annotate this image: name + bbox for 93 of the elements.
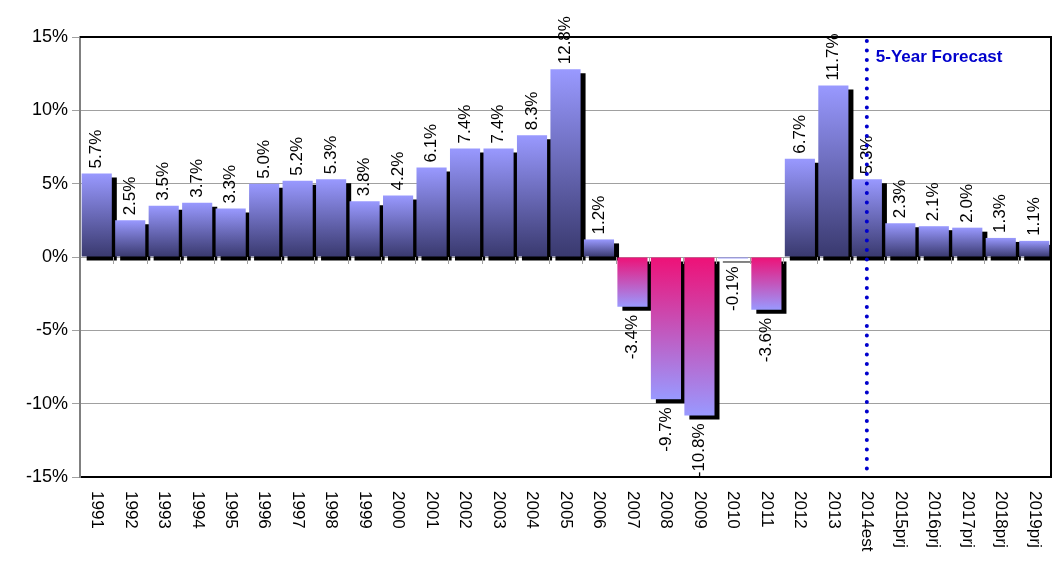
data-label: 2.5% xyxy=(119,176,139,216)
x-tick-label: 2018prj xyxy=(992,491,1012,548)
data-label: 3.5% xyxy=(153,161,173,201)
data-label: 7.4% xyxy=(488,104,508,144)
x-tick-label: 1995 xyxy=(221,491,241,529)
data-label: 4.2% xyxy=(387,151,407,191)
bar xyxy=(316,179,347,257)
x-tick-label: 2006 xyxy=(590,491,610,529)
y-tick-label: 15% xyxy=(31,25,68,46)
x-tick-label: 2014est xyxy=(858,491,878,552)
x-tick-label: 1993 xyxy=(155,491,175,529)
bar xyxy=(751,257,782,310)
bar xyxy=(115,220,146,257)
data-label: -3.4% xyxy=(622,314,642,360)
y-tick-label: -5% xyxy=(35,319,68,340)
bar xyxy=(851,179,882,257)
bar xyxy=(215,208,246,257)
bar xyxy=(583,239,615,257)
x-tick-label: 2004 xyxy=(523,491,543,529)
y-tick-label: 5% xyxy=(41,172,68,193)
data-label: 1.1% xyxy=(1023,197,1043,236)
x-tick-label: 2007 xyxy=(623,491,643,529)
bar xyxy=(784,158,815,257)
bar xyxy=(416,167,447,257)
data-label: 11.7% xyxy=(823,33,843,81)
x-tick-label: 2012 xyxy=(791,491,811,529)
bar xyxy=(818,85,849,257)
data-label: 2.0% xyxy=(956,183,976,223)
x-tick-label: 2009 xyxy=(690,491,710,529)
x-tick-label: 2011 xyxy=(757,491,777,528)
bar xyxy=(383,195,414,257)
x-tick-label: 2017prj xyxy=(958,491,978,548)
data-label: 6.7% xyxy=(789,114,809,154)
data-label: 1.3% xyxy=(990,194,1010,233)
data-label: 2.1% xyxy=(923,182,943,222)
bar xyxy=(1019,240,1050,257)
bar xyxy=(550,69,581,257)
data-label: 3.8% xyxy=(354,157,374,197)
y-tick-label: 10% xyxy=(31,99,68,120)
bar xyxy=(516,135,548,257)
data-label: 6.1% xyxy=(421,123,441,163)
bar xyxy=(885,223,916,257)
x-tick-label: 2013 xyxy=(824,491,844,529)
bar xyxy=(81,173,112,257)
data-label: 5.7% xyxy=(86,129,106,169)
bar xyxy=(182,202,213,257)
x-tick-label: 2010 xyxy=(724,491,744,529)
bar xyxy=(483,148,514,257)
x-tick-label: 1992 xyxy=(121,491,141,529)
ref-line-label: 5-Year Forecast xyxy=(875,46,1003,66)
data-label: -10.8% xyxy=(689,423,709,478)
data-label: 5.3% xyxy=(320,135,340,175)
y-tick-label: 0% xyxy=(41,245,68,266)
data-label: -3.6% xyxy=(756,317,776,363)
bar xyxy=(148,205,179,257)
x-tick-label: 2000 xyxy=(389,491,409,529)
bar xyxy=(985,237,1016,257)
data-label: 7.4% xyxy=(454,104,474,144)
bar xyxy=(918,226,949,257)
x-tick-label: 2008 xyxy=(657,491,677,529)
x-tick-label: 2001 xyxy=(422,491,442,529)
x-tick-label: 2005 xyxy=(556,491,576,529)
bar xyxy=(349,201,380,257)
data-label: -9.7% xyxy=(655,407,675,452)
x-tick-label: 2003 xyxy=(489,491,509,529)
bar xyxy=(249,183,280,257)
data-label: 5.0% xyxy=(253,139,273,179)
data-label: 5.3% xyxy=(856,135,876,175)
x-tick-label: 2002 xyxy=(456,491,476,529)
x-tick-label: 2019prj xyxy=(1025,491,1045,548)
data-label: 5.2% xyxy=(287,136,307,176)
bar xyxy=(617,257,648,307)
data-label: -0.1% xyxy=(722,266,742,311)
bar xyxy=(282,180,313,257)
y-tick-label: -10% xyxy=(25,392,68,413)
data-label: 8.3% xyxy=(521,91,541,131)
x-tick-label: 1999 xyxy=(355,491,375,529)
bar xyxy=(449,148,481,257)
bar xyxy=(952,227,983,257)
x-tick-label: 1991 xyxy=(88,491,108,529)
data-label: 2.3% xyxy=(890,179,910,219)
data-label: 1.2% xyxy=(588,195,608,235)
x-tick-label: 2015prj xyxy=(891,491,911,548)
data-label: 3.3% xyxy=(220,164,240,204)
x-tick-label: 1996 xyxy=(255,491,275,529)
data-label: 3.7% xyxy=(186,158,206,198)
bar xyxy=(684,257,715,416)
x-tick-label: 2016prj xyxy=(925,491,945,548)
x-tick-label: 1994 xyxy=(188,491,208,529)
y-tick-label: -15% xyxy=(25,465,68,486)
bar xyxy=(650,257,682,400)
x-tick-label: 1998 xyxy=(322,491,342,529)
x-tick-label: 1997 xyxy=(288,491,308,529)
